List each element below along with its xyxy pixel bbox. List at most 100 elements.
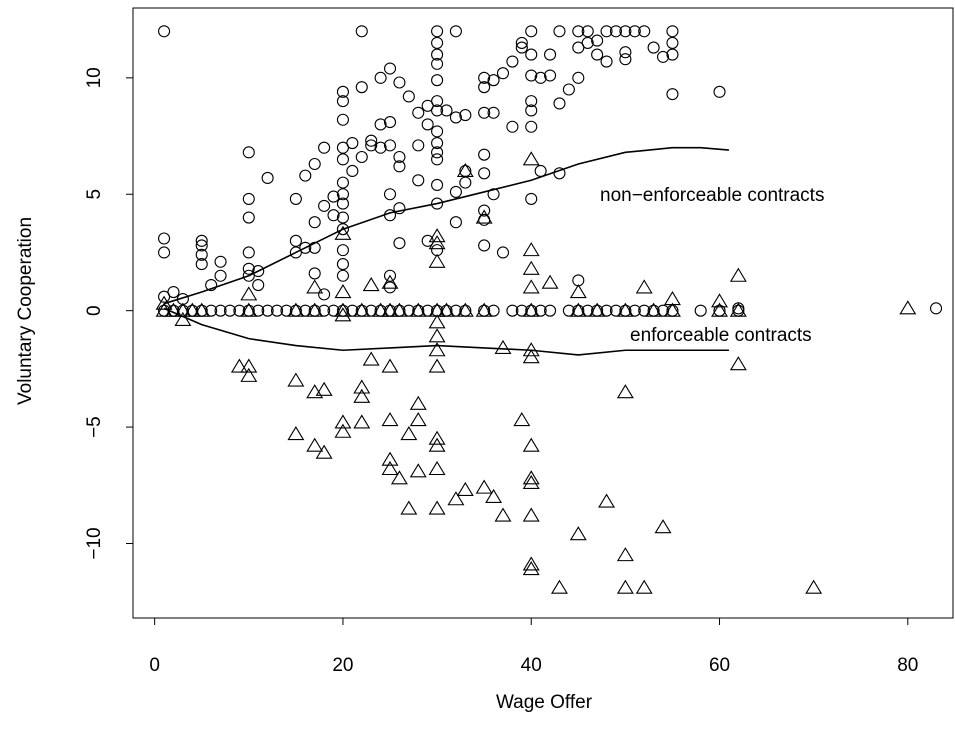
point — [525, 192, 538, 205]
point — [494, 507, 512, 522]
point — [619, 53, 632, 66]
point — [306, 279, 324, 294]
point — [383, 281, 397, 294]
point — [242, 211, 255, 224]
point — [729, 302, 747, 317]
point — [374, 118, 387, 131]
point — [431, 74, 444, 87]
point — [223, 304, 237, 317]
point — [431, 104, 444, 117]
point — [214, 255, 227, 268]
point — [336, 269, 349, 282]
point — [591, 34, 604, 47]
point — [306, 302, 324, 317]
point — [478, 148, 491, 161]
point — [569, 526, 587, 541]
point — [431, 153, 444, 166]
point — [365, 134, 378, 147]
point — [355, 81, 368, 94]
point — [522, 470, 540, 485]
point — [431, 57, 444, 70]
point — [496, 246, 510, 259]
point — [158, 290, 171, 303]
point — [654, 519, 672, 534]
point — [393, 202, 406, 215]
point — [336, 244, 349, 257]
point — [456, 162, 474, 178]
point — [158, 25, 171, 38]
y-tick-label: −10 — [84, 527, 105, 559]
point — [431, 95, 444, 108]
point — [412, 139, 425, 152]
point — [428, 342, 446, 357]
point — [428, 235, 446, 250]
point — [214, 304, 227, 317]
point — [381, 358, 399, 373]
smooth-curve — [163, 307, 729, 356]
point — [167, 285, 180, 299]
point — [242, 246, 255, 259]
point — [666, 88, 679, 101]
point — [506, 55, 519, 68]
point — [525, 104, 538, 117]
point — [393, 237, 406, 250]
point — [299, 241, 312, 254]
point — [336, 197, 349, 210]
point — [899, 300, 917, 315]
point — [355, 25, 368, 38]
y-tick-label: 10 — [84, 67, 105, 88]
point — [158, 246, 171, 259]
point — [506, 120, 519, 133]
point — [409, 463, 427, 478]
point — [431, 136, 444, 150]
point — [600, 25, 613, 38]
point — [456, 302, 474, 317]
point — [431, 125, 444, 138]
point — [409, 302, 427, 317]
point — [261, 171, 274, 185]
point — [572, 41, 585, 54]
point — [353, 388, 371, 403]
point — [459, 176, 472, 189]
point — [428, 314, 446, 329]
point — [522, 437, 540, 452]
point — [289, 234, 302, 247]
point — [541, 274, 559, 289]
point — [315, 381, 333, 396]
point — [428, 302, 446, 317]
y-tick-label: 5 — [84, 189, 105, 200]
point — [318, 141, 331, 154]
point — [336, 85, 349, 98]
point — [428, 328, 446, 343]
point — [600, 55, 613, 68]
point — [353, 379, 371, 394]
point — [616, 302, 634, 317]
point — [336, 176, 349, 189]
point — [616, 579, 634, 594]
point — [449, 25, 462, 38]
point — [334, 307, 352, 322]
point — [372, 302, 390, 317]
point — [252, 265, 265, 278]
point — [393, 150, 406, 164]
point — [318, 288, 331, 301]
point — [334, 283, 352, 299]
y-axis-label: Voluntary Cooperation — [15, 217, 36, 405]
point — [287, 425, 305, 441]
point — [308, 267, 321, 280]
point — [656, 50, 670, 63]
x-tick-label: 40 — [521, 655, 542, 676]
point — [289, 192, 302, 205]
x-axis-label: Wage Offer — [496, 692, 593, 713]
point — [355, 150, 368, 164]
point — [315, 444, 333, 459]
point — [553, 167, 566, 180]
point — [334, 414, 352, 429]
point — [515, 41, 528, 54]
point — [569, 283, 587, 299]
point — [308, 216, 321, 229]
point — [525, 95, 538, 108]
point — [449, 185, 462, 198]
point — [242, 262, 255, 275]
